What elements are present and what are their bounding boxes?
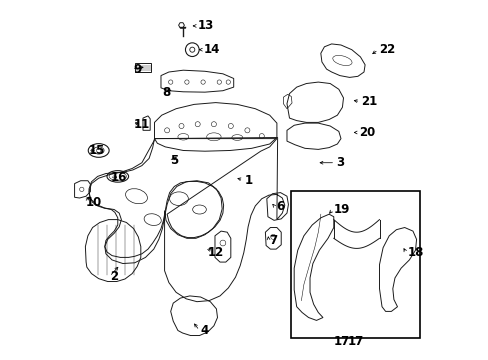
Text: 7: 7 <box>269 234 277 247</box>
Text: 15: 15 <box>89 144 105 157</box>
Text: 9: 9 <box>133 63 141 76</box>
Text: 11: 11 <box>133 118 149 131</box>
Text: 17: 17 <box>346 335 363 348</box>
Text: 10: 10 <box>85 196 102 209</box>
Text: 2: 2 <box>110 270 119 283</box>
Text: 18: 18 <box>407 246 423 259</box>
Text: 8: 8 <box>162 86 170 99</box>
Bar <box>290 191 419 338</box>
Text: 19: 19 <box>333 203 349 216</box>
Text: 21: 21 <box>361 95 377 108</box>
Text: 6: 6 <box>276 201 284 213</box>
Text: 5: 5 <box>169 154 178 167</box>
Text: 22: 22 <box>379 43 395 56</box>
Text: 17: 17 <box>333 335 349 348</box>
Text: 16: 16 <box>110 171 127 184</box>
Text: 3: 3 <box>336 156 344 169</box>
Text: 4: 4 <box>200 324 208 337</box>
Text: 1: 1 <box>244 174 252 186</box>
Text: 20: 20 <box>358 126 374 139</box>
Text: 13: 13 <box>197 19 214 32</box>
Text: 14: 14 <box>204 43 220 56</box>
Text: 12: 12 <box>207 246 224 259</box>
